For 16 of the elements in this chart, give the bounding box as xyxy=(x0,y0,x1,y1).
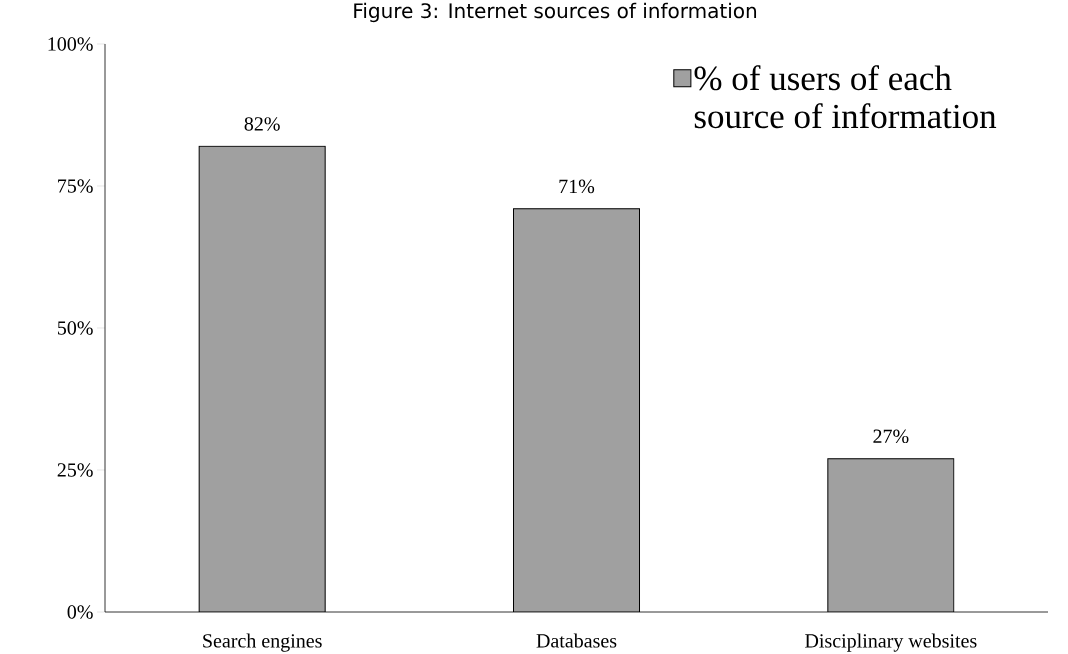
y-tick-label: 50% xyxy=(57,321,93,335)
y-tick-label: 100% xyxy=(48,37,93,51)
chart-title: Figure 3: Internet sources of information xyxy=(354,2,757,23)
y-tick-label: 75% xyxy=(58,179,93,193)
bar xyxy=(199,146,326,612)
x-tick-label: Disciplinary websites xyxy=(805,633,977,652)
y-tick-label: 25% xyxy=(57,463,93,477)
x-tick-label: Databases xyxy=(536,633,617,648)
data-label: 71% xyxy=(559,179,595,194)
data-label: 27% xyxy=(873,429,909,444)
data-label: 82% xyxy=(244,117,280,131)
x-tick-label: Search engines xyxy=(203,633,322,652)
legend-label: % of users of each source of information xyxy=(694,65,997,129)
bar xyxy=(827,458,955,612)
bar xyxy=(513,208,640,612)
y-tick-label: 0% xyxy=(67,605,93,619)
